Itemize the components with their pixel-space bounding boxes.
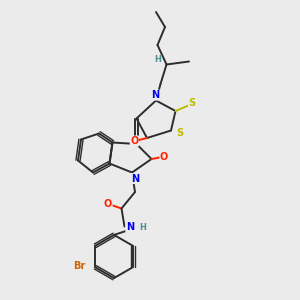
Text: O: O	[104, 199, 112, 209]
Text: N: N	[151, 90, 160, 100]
Text: S: S	[188, 98, 196, 109]
Text: O: O	[160, 152, 168, 162]
Text: Br: Br	[74, 261, 86, 271]
Text: H: H	[154, 56, 161, 64]
Text: O: O	[130, 136, 139, 146]
Text: N: N	[126, 222, 134, 232]
Text: S: S	[176, 128, 183, 138]
Text: H: H	[140, 223, 146, 232]
Text: N: N	[131, 173, 139, 184]
